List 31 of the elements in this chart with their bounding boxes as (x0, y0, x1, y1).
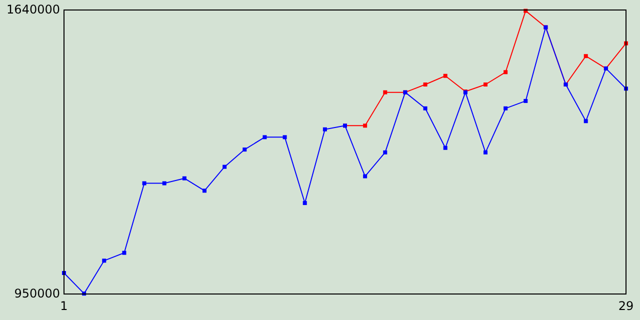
point (584, 119, 588, 124)
point (504, 70, 508, 74)
y-tick-label: 1640000 (6, 2, 60, 16)
x-tick-label: 1 (60, 299, 68, 313)
point (202, 188, 206, 193)
point (122, 250, 126, 255)
point (302, 201, 307, 206)
x-tick-label: 29 (618, 299, 634, 313)
point (282, 135, 287, 140)
point (222, 164, 227, 169)
point (443, 74, 448, 78)
point (363, 124, 368, 128)
point (262, 135, 267, 140)
point (504, 106, 508, 110)
point (383, 90, 388, 94)
point (142, 181, 146, 186)
point (242, 148, 247, 152)
point (383, 150, 388, 154)
point (102, 258, 106, 263)
point (524, 98, 528, 103)
point (363, 174, 368, 178)
point (484, 150, 488, 154)
point (423, 82, 428, 86)
point (182, 176, 186, 180)
y-tick-label: 950000 (14, 286, 60, 300)
point (484, 82, 488, 86)
point (423, 106, 428, 110)
point (584, 54, 588, 58)
point (322, 127, 327, 132)
point (162, 181, 166, 186)
point (443, 146, 448, 150)
